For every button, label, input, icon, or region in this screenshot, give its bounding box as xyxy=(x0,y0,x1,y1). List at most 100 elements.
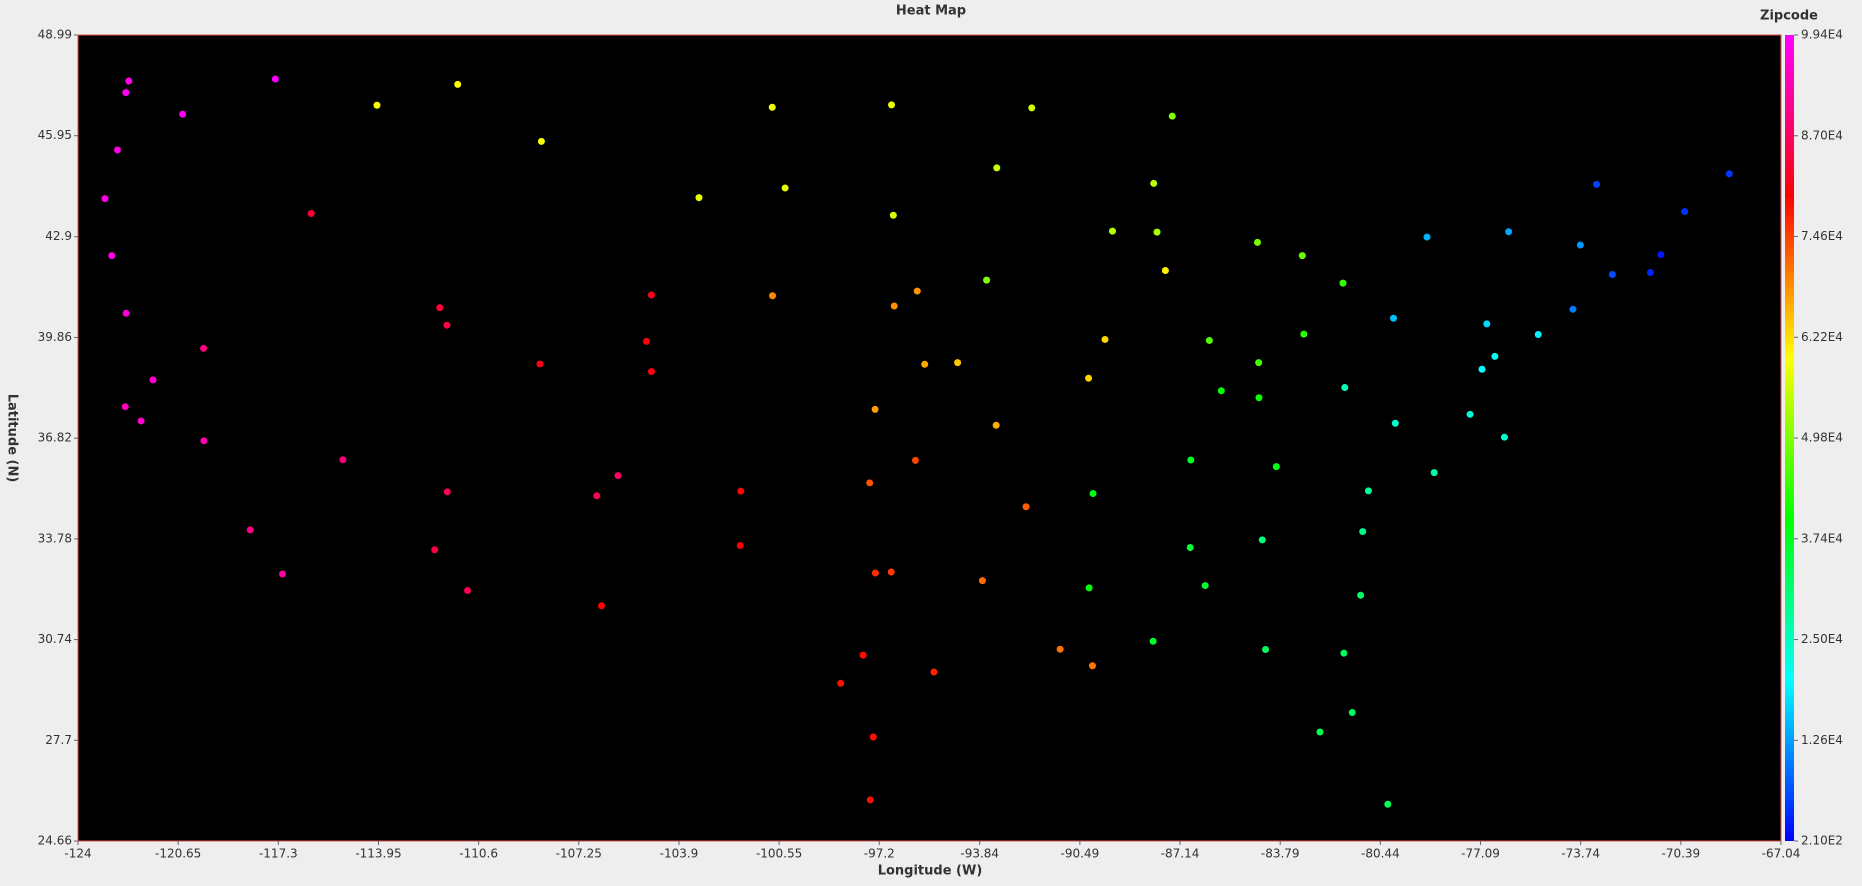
zip-point xyxy=(921,360,929,368)
zip-point xyxy=(993,164,1001,172)
zip-point xyxy=(1423,233,1431,241)
zip-point xyxy=(1430,469,1438,477)
zip-point xyxy=(101,195,109,203)
zip-point xyxy=(246,526,254,534)
zip-point xyxy=(1187,456,1195,464)
zip-point xyxy=(307,210,315,218)
zip-point xyxy=(1341,383,1349,391)
zip-point xyxy=(454,80,462,88)
zip-point xyxy=(1384,800,1392,808)
zip-point xyxy=(1316,728,1324,736)
zip-point xyxy=(768,103,776,111)
y-tick-label: 30.74 xyxy=(38,632,72,646)
zip-point xyxy=(1534,330,1542,338)
zip-point xyxy=(954,359,962,367)
zip-point xyxy=(1088,662,1096,670)
y-tick-label: 48.99 xyxy=(38,28,72,42)
zip-point xyxy=(869,733,877,741)
y-tick-label: 45.95 xyxy=(38,128,72,142)
zip-point xyxy=(837,679,845,687)
x-tick-label: -93.84 xyxy=(960,847,999,861)
zip-point xyxy=(1593,180,1601,188)
zip-point xyxy=(1357,591,1365,599)
zip-point xyxy=(887,568,895,576)
zip-point xyxy=(179,110,187,118)
zip-point xyxy=(1391,419,1399,427)
zip-point xyxy=(593,492,601,500)
zip-point xyxy=(1478,365,1486,373)
zip-point xyxy=(888,101,896,109)
colorbar-tick-label: 2.50E4 xyxy=(1801,632,1843,646)
colorbar-tick-label: 2.10E2 xyxy=(1801,834,1843,848)
zip-point xyxy=(464,587,472,595)
x-tick-label: -97.2 xyxy=(864,847,895,861)
zip-point xyxy=(1056,645,1064,653)
zip-point xyxy=(866,479,874,487)
x-tick-label: -83.79 xyxy=(1261,847,1300,861)
zip-point xyxy=(1657,251,1665,259)
zip-point xyxy=(1186,543,1194,551)
zip-point xyxy=(1101,335,1109,343)
zip-point xyxy=(614,472,622,480)
x-tick-label: -120.65 xyxy=(155,847,201,861)
zip-point xyxy=(1262,646,1270,654)
zip-point xyxy=(339,456,347,464)
zip-point xyxy=(1161,267,1169,275)
zip-point xyxy=(443,321,451,329)
chart-title: Heat Map xyxy=(896,4,966,19)
zip-point xyxy=(1253,238,1261,246)
zip-point xyxy=(121,403,129,411)
colorbar-tick-label: 6.22E4 xyxy=(1801,330,1843,344)
zip-point xyxy=(1300,330,1308,338)
zip-point xyxy=(373,101,381,109)
zip-point xyxy=(598,602,606,610)
zip-point xyxy=(149,376,157,384)
zip-point xyxy=(1466,410,1474,418)
zip-point xyxy=(781,184,789,192)
colorbar-tick-label: 1.26E4 xyxy=(1801,733,1843,747)
x-tick-label: -113.95 xyxy=(355,847,401,861)
zip-point xyxy=(1569,305,1577,313)
zip-point xyxy=(1725,170,1733,178)
y-tick-label: 36.82 xyxy=(38,431,72,445)
zip-point xyxy=(647,368,655,376)
colorbar xyxy=(1785,35,1794,841)
plot-area xyxy=(77,34,1782,842)
zip-point xyxy=(200,437,208,445)
zip-point xyxy=(1028,104,1036,112)
x-tick-label: -107.25 xyxy=(556,847,602,861)
zip-point xyxy=(737,487,745,495)
y-tick-label: 33.78 xyxy=(38,531,72,545)
zip-point xyxy=(983,276,991,284)
zip-point xyxy=(1149,637,1157,645)
zip-point xyxy=(122,309,130,317)
zip-point xyxy=(978,577,986,585)
x-axis-label: Longitude (W) xyxy=(878,864,983,879)
zip-point xyxy=(436,304,444,312)
zip-point xyxy=(871,569,879,577)
zip-point xyxy=(1348,708,1356,716)
colorbar-tick-label: 4.98E4 xyxy=(1801,431,1843,445)
zip-point xyxy=(537,137,545,145)
x-tick-label: -124 xyxy=(64,847,91,861)
zip-point xyxy=(695,194,703,202)
zip-point xyxy=(647,291,655,299)
zip-point xyxy=(866,796,874,804)
colorbar-title: Zipcode xyxy=(1760,9,1818,24)
zip-point xyxy=(1646,269,1654,277)
colorbar-tick-label: 3.74E4 xyxy=(1801,531,1843,545)
x-tick-label: -80.44 xyxy=(1361,847,1400,861)
y-tick-label: 42.9 xyxy=(45,229,72,243)
colorbar-tick-label: 9.94E4 xyxy=(1801,28,1843,42)
zip-point xyxy=(137,417,145,425)
colorbar-tick-label: 8.70E4 xyxy=(1801,128,1843,142)
zip-point xyxy=(443,488,451,496)
x-tick-label: -90.49 xyxy=(1061,847,1100,861)
zip-point xyxy=(992,421,1000,429)
x-tick-label: -77.09 xyxy=(1461,847,1500,861)
zip-point xyxy=(913,287,921,295)
x-tick-label: -70.39 xyxy=(1661,847,1700,861)
zip-point xyxy=(1108,227,1116,235)
zip-point xyxy=(122,89,130,97)
